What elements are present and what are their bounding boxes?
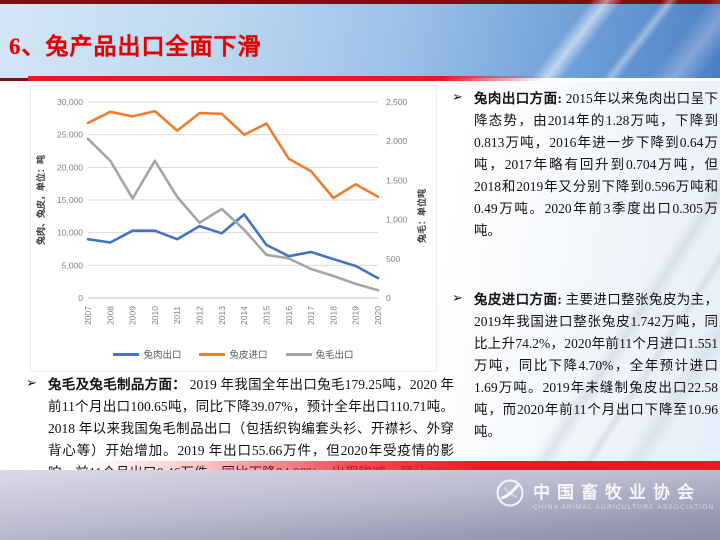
legend-swatch [199,352,226,356]
svg-text:10,000: 10,000 [57,228,83,238]
top-accent-strip [0,0,720,4]
export-trend-chart: 0 5,000 10,000 15,000 20,000 25,000 30,000 0 500… [30,85,437,372]
svg-text:2018: 2018 [328,306,338,325]
association-logo: 中国畜牧业协会 CHINA ANIMAL AGRICULTURE ASSOCIA… [495,478,714,511]
svg-text:2020: 2020 [373,306,383,325]
svg-text:2011: 2011 [172,306,182,325]
bullet-arrow-icon: ➢ [452,89,463,104]
chart-legend: 兔肉出口 兔皮进口 兔毛出口 [31,347,436,361]
svg-text:2017: 2017 [306,306,316,325]
bullet-skin-text: 兔皮进口方面: 主要进口整张兔皮为主， 2019年我国进口整张兔皮1.742万吨… [474,292,719,439]
svg-text:0: 0 [78,293,83,303]
svg-text:0: 0 [386,293,391,303]
svg-text:2012: 2012 [195,306,205,325]
association-name-en: CHINA ANIMAL AGRICULTURE ASSOCIATION [533,504,715,511]
legend-label: 兔肉出口 [143,350,182,361]
svg-text:2,000: 2,000 [386,136,408,146]
svg-text:1,000: 1,000 [386,215,408,225]
right-axis-title: 兔毛：单位吨 [416,189,427,244]
legend-swatch [285,352,312,356]
bullet-arrow-icon: ➢ [452,290,463,305]
svg-text:500: 500 [386,254,400,264]
association-emblem-icon [496,479,524,507]
svg-text:2007: 2007 [83,306,93,325]
association-name: 中国畜牧业协会 CHINA ANIMAL AGRICULTURE ASSOCIA… [533,478,714,511]
svg-text:2,500: 2,500 [386,97,408,107]
chart-svg: 0 5,000 10,000 15,000 20,000 25,000 30,000 0 500… [35,97,427,325]
svg-text:2015: 2015 [261,306,271,325]
legend-item: 兔毛出口 [285,347,354,361]
bullet-meat-export: ➢ 兔肉出口方面: 2015年以来兔肉出口呈下降态势，由2014年的1.28万吨… [452,88,718,242]
page-title: 6、兔产品出口全面下滑 [9,34,262,59]
svg-text:30,000: 30,000 [57,97,83,107]
legend-swatch [113,352,140,356]
svg-text:5,000: 5,000 [62,260,84,270]
svg-text:25,000: 25,000 [57,130,83,140]
svg-text:2019: 2019 [351,306,361,325]
legend-item: 兔肉出口 [113,347,181,361]
svg-text:20,000: 20,000 [57,162,83,172]
svg-text:1,500: 1,500 [386,175,408,185]
svg-text:15,000: 15,000 [57,195,83,205]
header-band [0,0,720,159]
bullet-arrow-icon: ➢ [26,375,37,390]
legend-label: 兔毛出口 [315,350,354,361]
bullet-skin-lead: 兔皮进口方面: [474,292,562,307]
bottom-accent-strip [0,461,720,470]
left-axis-title: 兔肉、兔皮，单位：吨 [35,155,46,246]
svg-text:2016: 2016 [284,306,294,325]
footer-band [0,470,720,540]
bullet-meat-text: 兔肉出口方面: 2015年以来兔肉出口呈下降态势，由2014年的1.28万吨，下… [474,91,719,238]
svg-text:2010: 2010 [150,306,160,325]
association-name-cn: 中国畜牧业协会 [533,483,701,502]
svg-text:2008: 2008 [105,306,115,325]
svg-text:2009: 2009 [128,306,138,325]
bullet-skin-import: ➢ 兔皮进口方面: 主要进口整张兔皮为主， 2019年我国进口整张兔皮1.742… [452,289,718,443]
legend-label: 兔皮进口 [229,350,268,361]
title-divider-red [28,76,546,81]
bullet-meat-lead: 兔肉出口方面: [474,91,562,106]
bullet-wool-lead: 兔毛及兔毛制品方面： [48,377,187,392]
svg-text:2014: 2014 [239,306,249,325]
svg-text:2013: 2013 [217,306,227,325]
legend-item: 兔皮进口 [199,347,268,361]
